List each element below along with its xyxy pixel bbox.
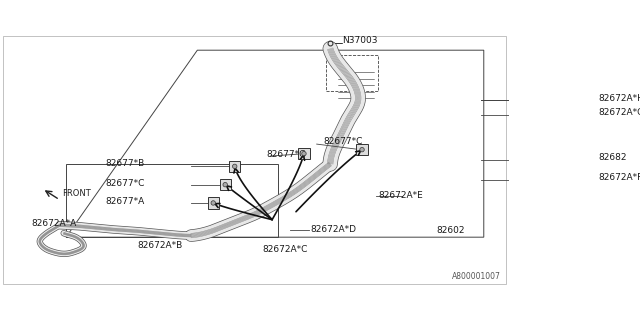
- Text: A800001007: A800001007: [452, 272, 501, 281]
- Text: 82672A*B: 82672A*B: [138, 241, 183, 251]
- Text: FRONT: FRONT: [62, 189, 91, 198]
- Polygon shape: [356, 144, 367, 155]
- Text: 82672A*H: 82672A*H: [598, 94, 640, 103]
- Text: N37003: N37003: [342, 36, 378, 45]
- Circle shape: [211, 201, 216, 205]
- Circle shape: [360, 148, 364, 152]
- Text: 82672A*G: 82672A*G: [598, 108, 640, 117]
- Circle shape: [223, 182, 227, 187]
- Circle shape: [232, 164, 237, 169]
- Text: 82677*C: 82677*C: [266, 150, 306, 159]
- Text: 82602: 82602: [436, 226, 465, 235]
- Text: 82677*B: 82677*B: [106, 159, 145, 168]
- Polygon shape: [298, 148, 310, 159]
- Polygon shape: [207, 197, 219, 209]
- Polygon shape: [220, 179, 231, 190]
- Text: 82677*C: 82677*C: [106, 179, 145, 188]
- Text: 82672A*E: 82672A*E: [378, 191, 422, 200]
- Text: 82672A*F: 82672A*F: [598, 173, 640, 182]
- Text: 82677*C: 82677*C: [324, 137, 364, 146]
- Polygon shape: [229, 161, 240, 172]
- Text: 82672A*C: 82672A*C: [262, 244, 308, 254]
- Text: 82672A*A: 82672A*A: [32, 219, 77, 228]
- Text: 82677*A: 82677*A: [106, 197, 145, 206]
- Text: 82672A*D: 82672A*D: [310, 225, 356, 234]
- Text: 82682: 82682: [598, 153, 627, 162]
- Circle shape: [301, 151, 306, 156]
